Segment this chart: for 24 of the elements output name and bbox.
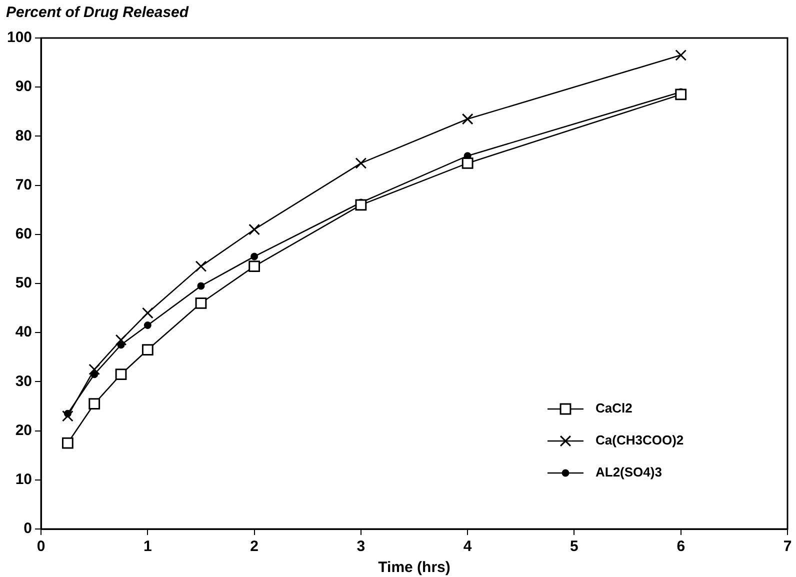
y-tick-label: 80: [15, 127, 32, 144]
x-tick-label: 2: [250, 538, 258, 556]
x-axis-title: Time (hrs): [378, 559, 450, 576]
y-tick-label: 90: [15, 78, 32, 96]
legend-label: Ca(CH3COO)2: [596, 432, 684, 448]
y-tick-label: 40: [15, 324, 32, 341]
y-tick-label: 70: [15, 176, 32, 194]
x-tick-label: 6: [676, 538, 686, 556]
legend-label: AL2(SO4)3: [596, 464, 662, 480]
x-tick-label: 7: [783, 538, 792, 556]
y-tick-label: 60: [15, 226, 32, 243]
x-tick-label: 4: [463, 538, 472, 556]
x-tick-label: 0: [36, 538, 46, 556]
y-tick-label: 100: [6, 29, 32, 46]
x-tick-label: 3: [356, 538, 366, 556]
y-tick-label: 0: [24, 520, 32, 538]
chart-title: Percent of Drug Released: [6, 4, 189, 21]
x-tick-label: 5: [570, 538, 578, 556]
x-tick-label: 1: [143, 538, 152, 556]
y-tick-label: 10: [15, 471, 32, 488]
y-tick-label: 30: [15, 372, 32, 390]
legend-label: CaCl2: [596, 400, 632, 416]
y-tick-label: 20: [15, 422, 32, 439]
y-tick-label: 50: [15, 274, 32, 292]
